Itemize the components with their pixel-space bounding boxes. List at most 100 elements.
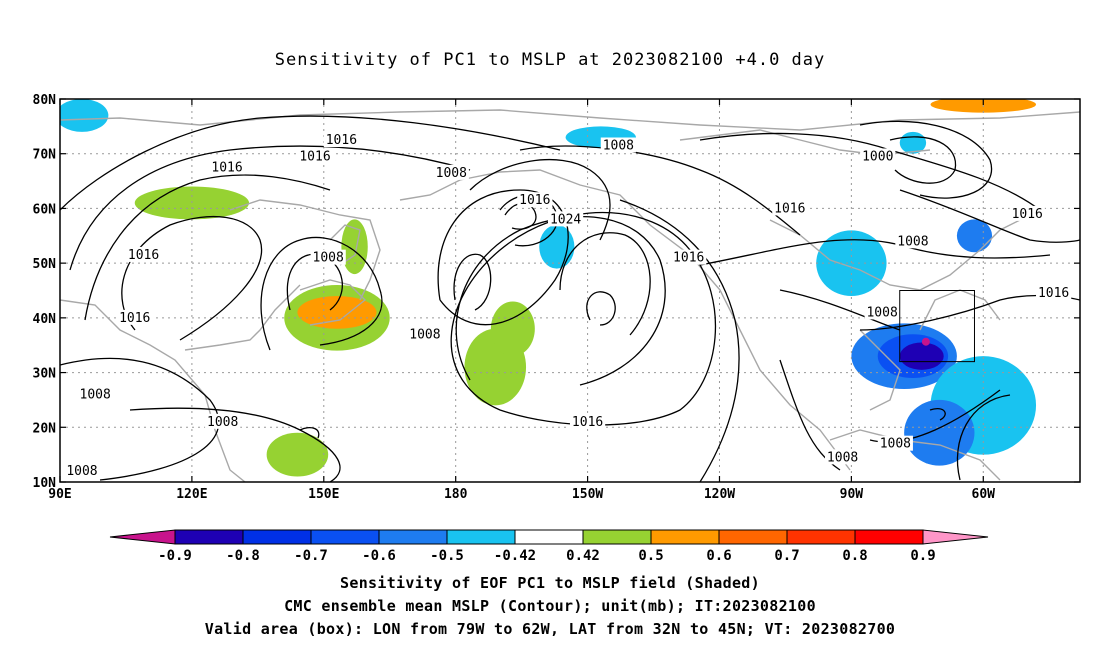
contour-label-bg xyxy=(569,413,606,429)
contour-label: 1016 xyxy=(1038,286,1069,301)
colorbar-tick-label: -0.8 xyxy=(226,548,260,564)
colorbar: -0.9 -0.8 -0.7 -0.6 -0.5 -0.42 0.42 0.5 0.6 0.7 0.… xyxy=(109,529,989,564)
lon-tick-label: 60W xyxy=(972,487,996,502)
contour-label: 1024 xyxy=(550,212,581,227)
contour-label-bg xyxy=(517,192,553,208)
colorbar-tick-label: 0.8 xyxy=(842,548,867,564)
max-sensitivity-dot xyxy=(921,337,930,346)
contour-label: 1016 xyxy=(519,193,550,208)
colorbar-tick-label: -0.6 xyxy=(362,548,396,564)
sensitivity-patch xyxy=(539,224,575,269)
colorbar-segment xyxy=(242,529,312,545)
contour-label: 1008 xyxy=(880,437,911,452)
contour-label-bg xyxy=(407,326,443,342)
lon-tick-label: 90E xyxy=(48,487,71,502)
sensitivity-patch xyxy=(490,301,535,357)
contour-label: 1008 xyxy=(827,450,858,465)
contour-label-bg xyxy=(297,148,333,164)
contour-label-bg xyxy=(864,304,900,320)
contour-label-bg xyxy=(671,249,707,265)
contour-label-bg xyxy=(323,132,359,148)
contour-label-bg xyxy=(895,233,931,249)
colorbar-segment xyxy=(174,529,244,545)
colorbar-segment xyxy=(514,529,584,545)
lat-tick-label: 80N xyxy=(33,93,57,108)
contour-label: 1016 xyxy=(326,133,357,148)
lon-tick-label: 90W xyxy=(840,487,864,502)
lat-tick-label: 10N xyxy=(33,476,57,491)
contour-label: 1000 xyxy=(862,149,893,164)
caption-line-3: Valid area (box): LON from 79W to 62W, L… xyxy=(204,620,896,638)
contour-label-bg xyxy=(772,200,808,216)
valid-area-box xyxy=(899,290,975,363)
colorbar-tick-label: -0.9 xyxy=(158,548,192,564)
lon-tick-label: 150E xyxy=(308,487,339,502)
contour-label: 1016 xyxy=(119,311,150,326)
contour-label-bg xyxy=(824,449,861,465)
lat-tick-label: 40N xyxy=(33,312,57,327)
plot-frame xyxy=(59,98,1081,483)
colorbar-segment xyxy=(310,529,380,545)
lon-tick-label: 120E xyxy=(176,487,207,502)
colorbar-segment xyxy=(650,529,720,545)
contour-label: 1016 xyxy=(1012,207,1043,222)
caption-line-1: Sensitivity of EOF PC1 to MSLP field (Sh… xyxy=(340,574,760,592)
sensitivity-patch xyxy=(60,99,109,132)
contour-label-bg xyxy=(860,148,896,164)
colorbar-high-arrow xyxy=(922,529,989,545)
contour-label-bg xyxy=(77,386,113,402)
contour-label: 1016 xyxy=(572,415,603,430)
contour-label: 1016 xyxy=(211,160,242,175)
lat-tick-label: 30N xyxy=(33,367,57,382)
colorbar-tick-label: 0.9 xyxy=(910,548,935,564)
lon-tick-label: 150W xyxy=(572,487,603,502)
contour-label-bg xyxy=(125,246,162,262)
contour-label-bg xyxy=(600,137,636,153)
lat-tick-label: 60N xyxy=(33,202,57,217)
contour-label-bg xyxy=(205,413,241,429)
contour-label: 1008 xyxy=(409,327,440,342)
caption-line-2: CMC ensemble mean MSLP (Contour); unit(m… xyxy=(284,597,816,615)
colorbar-tick-label: -0.7 xyxy=(294,548,328,564)
colorbar-tick-label: 0.7 xyxy=(774,548,799,564)
contour-label: 1016 xyxy=(774,201,805,216)
sensitivity-patch xyxy=(956,219,993,253)
map-title: Sensitivity of PC1 to MSLP at 2023082100… xyxy=(274,50,826,70)
lat-tick-label: 20N xyxy=(33,421,57,436)
colorbar-segment xyxy=(718,529,788,545)
contour-label-bg xyxy=(548,211,584,227)
lat-tick-label: 70N xyxy=(33,148,57,163)
contour-label-bg xyxy=(209,159,245,175)
colorbar-segment xyxy=(854,529,924,545)
contour-label-bg xyxy=(310,249,346,265)
colorbar-segment xyxy=(786,529,856,545)
lon-tick-label: 120W xyxy=(704,487,735,502)
contour-label: 1008 xyxy=(66,464,97,479)
contour-label: 1008 xyxy=(313,251,344,266)
colorbar-tick-label: 0.5 xyxy=(638,548,663,564)
sensitivity-patch xyxy=(297,295,377,329)
contour-label: 1016 xyxy=(673,251,704,266)
axis-ticks xyxy=(59,98,1080,483)
contour-label: 1008 xyxy=(436,166,467,181)
colorbar-tick-label: -0.42 xyxy=(494,548,536,564)
contour-label: 1008 xyxy=(866,305,897,320)
contour-label-bg xyxy=(1009,205,1045,221)
colorbar-tick-label: 0.6 xyxy=(706,548,731,564)
sensitivity-patch xyxy=(266,432,329,477)
colorbar-segment xyxy=(582,529,652,545)
contour-label-bg xyxy=(64,463,100,479)
contour-label-bg xyxy=(1036,285,1072,301)
contour-label-bg xyxy=(433,164,469,180)
colorbar-low-arrow xyxy=(109,529,176,545)
valid-area-box-layer xyxy=(899,290,975,363)
contour-label: 1008 xyxy=(897,234,928,249)
contour-label: 1016 xyxy=(128,248,159,263)
contour-label-bg xyxy=(117,309,153,325)
contour-label: 1008 xyxy=(80,387,111,402)
colorbar-segment xyxy=(446,529,516,545)
colorbar-tick-label: 0.42 xyxy=(566,548,600,564)
